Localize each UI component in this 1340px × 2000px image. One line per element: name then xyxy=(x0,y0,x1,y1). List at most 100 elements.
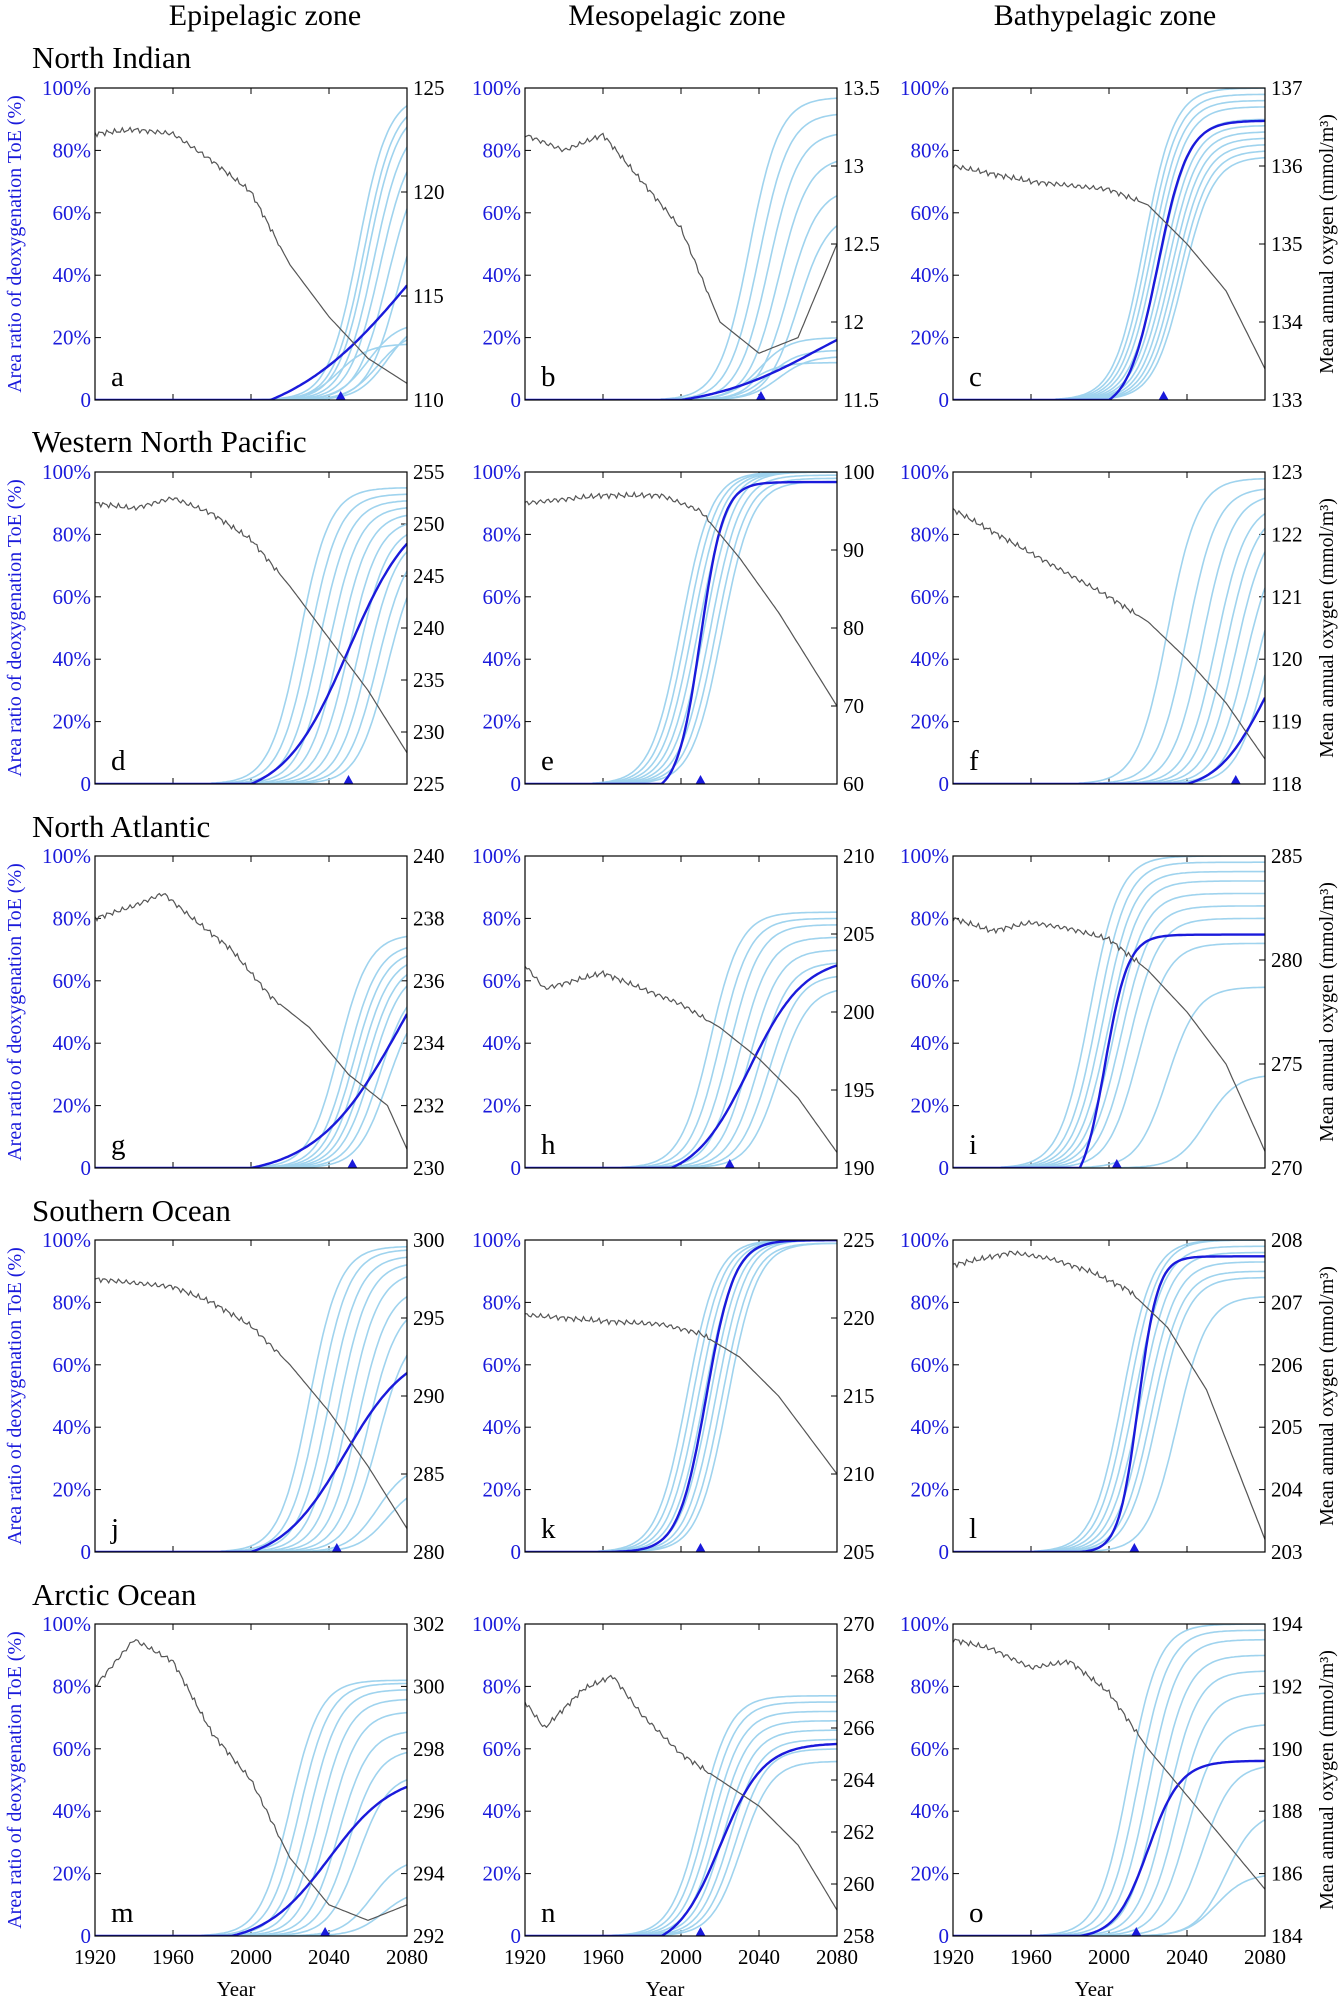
ensemble-mean-line xyxy=(953,933,1265,1168)
plot-area xyxy=(953,1624,1265,1936)
y-tick-label-right: 192 xyxy=(1271,1674,1303,1698)
ensemble-line xyxy=(95,326,407,400)
oxygen-line xyxy=(953,1250,1265,1540)
ensemble-mean-line xyxy=(525,964,837,1168)
right-axis-label: Mean annual oxygen (mmol/m³) xyxy=(1316,882,1338,1142)
region-title-southern-ocean: Southern Ocean xyxy=(32,1193,231,1228)
y-tick-label-left: 80% xyxy=(53,138,92,162)
right-axis-label: Mean annual oxygen (mmol/m³) xyxy=(1316,1650,1338,1910)
plot-area xyxy=(95,105,407,400)
y-tick-label-left: 40% xyxy=(53,647,92,671)
plot-frame xyxy=(524,1623,838,1937)
y-tick-label-right: 206 xyxy=(1271,1353,1303,1377)
y-tick-label-left: 60% xyxy=(53,585,92,609)
ensemble-line xyxy=(95,500,407,784)
y-tick-label-left: 40% xyxy=(483,647,522,671)
y-tick-label-right: 285 xyxy=(413,1462,445,1486)
ensemble-line xyxy=(953,892,1265,1168)
ensemble-line xyxy=(95,487,407,784)
ensemble-line xyxy=(95,1256,407,1552)
plot-frame xyxy=(94,471,408,785)
toe-marker xyxy=(1158,391,1169,400)
oxygen-line xyxy=(525,1312,837,1475)
y-tick-label-right: 275 xyxy=(1271,1052,1303,1076)
toe-marker xyxy=(1131,1927,1142,1936)
oxygen-line xyxy=(525,966,837,1153)
y-tick-label-right: 234 xyxy=(413,1031,445,1055)
y-tick-label-left: 80% xyxy=(483,1290,522,1314)
region-title-north-atlantic: North Atlantic xyxy=(32,809,210,844)
panel-letter: m xyxy=(111,1897,134,1929)
ensemble-line xyxy=(525,472,837,784)
ensemble-line xyxy=(95,1474,407,1552)
y-tick-label-right: 134 xyxy=(1271,310,1303,334)
y-tick-label-left: 60% xyxy=(911,1353,950,1377)
y-tick-label-right: 90 xyxy=(843,538,864,562)
oxygen-line xyxy=(953,916,1265,1152)
y-tick-label-right: 13.5 xyxy=(843,76,880,100)
ensemble-line xyxy=(525,1240,837,1552)
ensemble-line xyxy=(95,570,407,784)
y-tick-label-right: 232 xyxy=(413,1094,445,1118)
ensemble-line xyxy=(953,88,1265,400)
y-tick-label-left: 20% xyxy=(483,1094,522,1118)
y-tick-label-right: 210 xyxy=(843,844,875,868)
y-tick-label-right: 295 xyxy=(413,1306,445,1330)
y-tick-label-left: 60% xyxy=(53,969,92,993)
y-tick-label-left: 0 xyxy=(511,1156,522,1180)
x-tick-label: 2040 xyxy=(308,1945,350,1969)
ensemble-line xyxy=(95,1751,407,1936)
y-tick-label-left: 100% xyxy=(472,460,521,484)
ensemble-line xyxy=(95,1296,407,1552)
y-tick-label-left: 20% xyxy=(483,1478,522,1502)
y-tick-label-right: 190 xyxy=(1271,1737,1303,1761)
region-title-western-north-pacific: Western North Pacific xyxy=(32,424,307,459)
y-tick-label-right: 186 xyxy=(1271,1862,1303,1886)
toe-marker xyxy=(755,391,766,400)
y-tick-label-left: 100% xyxy=(900,844,949,868)
x-tick-label: 1920 xyxy=(504,1945,546,1969)
y-tick-label-left: 80% xyxy=(483,1674,522,1698)
y-tick-label-left: 0 xyxy=(939,1540,950,1564)
x-tick-label: 2000 xyxy=(1088,1945,1130,1969)
ensemble-line xyxy=(95,1249,407,1552)
ensemble-line xyxy=(953,1296,1265,1552)
panel-letter: n xyxy=(541,1897,556,1929)
y-tick-label-left: 20% xyxy=(911,326,950,350)
panel-i: 0 20% 40% 60% 80% 100% 270 275 280 285 i xyxy=(900,844,1303,1180)
y-tick-label-right: 268 xyxy=(843,1664,875,1688)
ensemble-line xyxy=(953,1670,1265,1936)
ensemble-line xyxy=(953,880,1265,1168)
y-tick-label-right: 13 xyxy=(843,154,864,178)
y-tick-label-right: 210 xyxy=(843,1462,875,1486)
ensemble-line xyxy=(953,587,1265,784)
left-axis-label: Area ratio of deoxygenation ToE (%) xyxy=(4,95,26,393)
region-title-arctic-ocean: Arctic Ocean xyxy=(32,1577,197,1612)
y-tick-label-right: 12.5 xyxy=(843,232,880,256)
ensemble-line xyxy=(95,1711,407,1936)
ensemble-line xyxy=(525,1760,837,1936)
y-tick-label-right: 236 xyxy=(413,969,445,993)
ensemble-line xyxy=(953,1270,1265,1552)
ensemble-line xyxy=(95,1731,407,1936)
y-tick-label-right: 220 xyxy=(843,1306,875,1330)
y-tick-label-left: 0 xyxy=(939,1924,950,1948)
y-tick-label-right: 270 xyxy=(1271,1156,1303,1180)
panel-h: 0 20% 40% 60% 80% 100% 190 195 200 205 210 h xyxy=(472,844,875,1180)
y-tick-label-left: 100% xyxy=(42,76,91,100)
panel-o: 0 20% 40% 60% 80% 100% 184 186 188 190 192 194 1920 1… xyxy=(900,1612,1303,1969)
oxygen-line xyxy=(525,132,837,354)
ensemble-line xyxy=(95,597,407,784)
ensemble-line xyxy=(95,551,407,784)
x-tick-label: 1960 xyxy=(152,1945,194,1969)
y-tick-label-left: 40% xyxy=(911,1031,950,1055)
y-tick-label-left: 80% xyxy=(53,522,92,546)
plot-area xyxy=(525,1674,837,1936)
ensemble-line xyxy=(953,527,1265,784)
ensemble-line xyxy=(525,1738,837,1936)
panel-letter: b xyxy=(541,361,556,393)
toe-marker xyxy=(1111,1159,1122,1168)
y-tick-label-right: 70 xyxy=(843,694,864,718)
ensemble-line xyxy=(95,1354,407,1552)
x-tick-label: 2040 xyxy=(738,1945,780,1969)
